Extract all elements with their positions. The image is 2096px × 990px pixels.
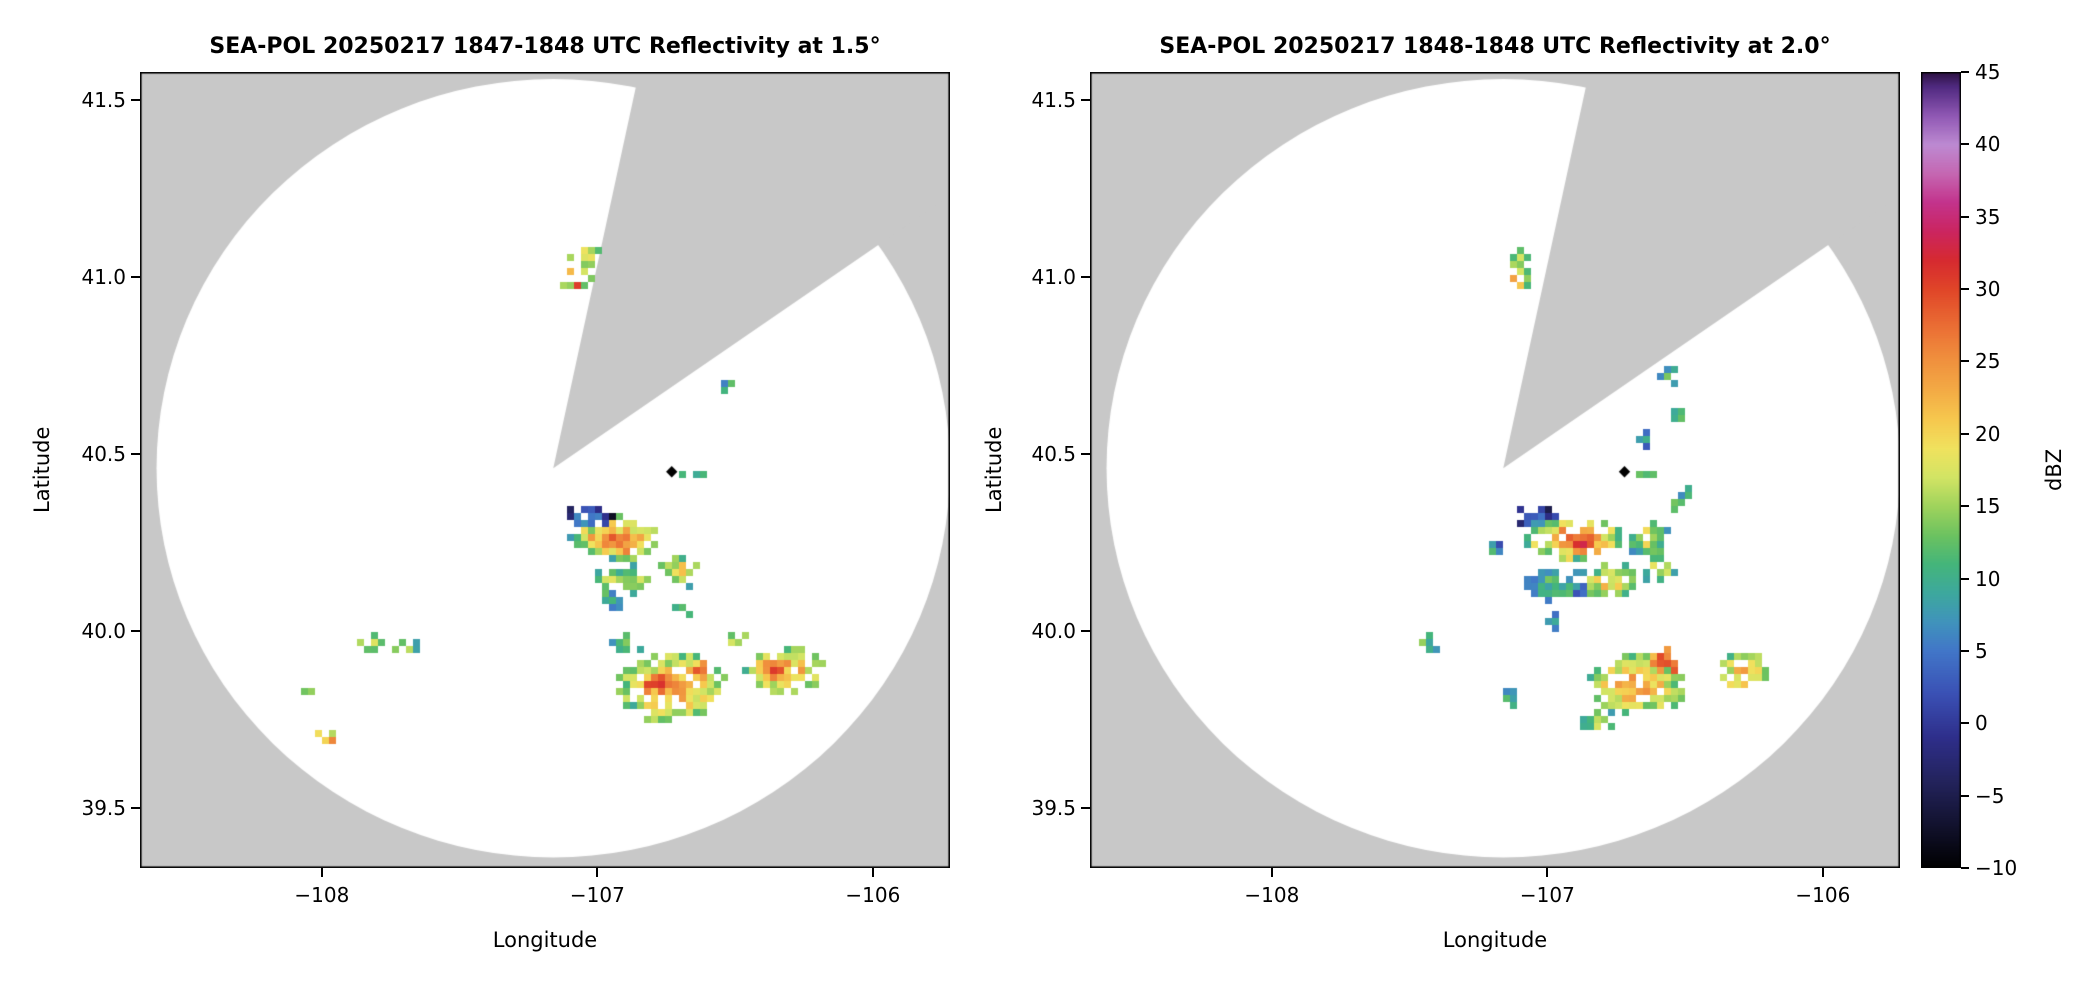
colorbar-tick-label: 0 — [1975, 711, 1988, 736]
x-axis-label-right: Longitude — [1442, 928, 1548, 952]
x-axis-label-left: Longitude — [492, 928, 598, 952]
y-tick-label: 41.5 — [1031, 88, 1076, 113]
x-tick-label: −106 — [845, 883, 901, 907]
y-axis-label-right: Latitude — [982, 426, 1006, 514]
colorbar-tick-mark — [1961, 794, 1969, 797]
y-tick-mark — [131, 629, 140, 632]
x-tick-label: −106 — [1795, 883, 1851, 907]
y-tick-label: 40.0 — [1031, 618, 1076, 643]
colorbar-tick-mark — [1961, 867, 1969, 869]
colorbar-tick-label: 40 — [1975, 132, 2001, 157]
y-tick-mark — [1081, 276, 1090, 279]
radar-ppi-canvas-right — [1090, 72, 1900, 868]
colorbar-tick-mark — [1961, 288, 1969, 291]
radar-ppi-canvas-left — [140, 72, 950, 868]
y-tick-mark — [1081, 99, 1090, 102]
x-tick-mark — [320, 868, 323, 877]
colorbar-tick-label: 45 — [1975, 60, 2001, 84]
colorbar-gradient — [1921, 72, 1961, 868]
colorbar-tick-mark — [1961, 577, 1969, 580]
y-tick-label: 40.5 — [1031, 442, 1076, 467]
colorbar-tick-label: 25 — [1975, 349, 2001, 374]
colorbar-tick-mark — [1961, 215, 1969, 218]
panel-title-right: SEA-POL 20250217 1848-1848 UTC Reflectiv… — [1159, 34, 1831, 59]
colorbar-tick-label: −5 — [1975, 783, 2005, 808]
colorbar-tick-label: 20 — [1975, 421, 2001, 446]
y-tick-mark — [131, 99, 140, 102]
y-tick-label: 41.0 — [1031, 265, 1076, 290]
x-tick-label: −107 — [569, 883, 625, 907]
y-tick-label: 41.0 — [81, 265, 126, 290]
panel-title-left: SEA-POL 20250217 1847-1848 UTC Reflectiv… — [209, 34, 881, 59]
y-axis-label-left: Latitude — [30, 426, 54, 514]
colorbar-tick-mark — [1961, 432, 1969, 435]
x-tick-label: −108 — [1244, 883, 1300, 907]
y-tick-mark — [131, 453, 140, 456]
colorbar-tick-label: 5 — [1975, 638, 1988, 663]
colorbar-tick-mark — [1961, 722, 1969, 725]
y-tick-label: 41.5 — [81, 88, 126, 113]
colorbar-tick-label: 30 — [1975, 277, 2001, 302]
y-tick-label: 39.5 — [1031, 795, 1076, 820]
x-tick-label: −107 — [1519, 883, 1575, 907]
y-tick-label: 39.5 — [81, 795, 126, 820]
colorbar-tick-label: 35 — [1975, 204, 2001, 229]
y-tick-label: 40.5 — [81, 442, 126, 467]
colorbar-tick-mark — [1961, 649, 1969, 652]
y-tick-mark — [131, 806, 140, 809]
x-tick-mark — [1270, 868, 1273, 877]
colorbar-tick-label: 15 — [1975, 494, 2001, 519]
x-tick-label: −108 — [294, 883, 350, 907]
colorbar-tick-mark — [1961, 71, 1969, 73]
y-tick-mark — [1081, 629, 1090, 632]
x-tick-mark — [1546, 868, 1549, 877]
colorbar-tick-label: −10 — [1975, 856, 2018, 880]
y-tick-mark — [1081, 453, 1090, 456]
y-tick-label: 40.0 — [81, 618, 126, 643]
y-tick-mark — [1081, 806, 1090, 809]
colorbar-label: dBZ — [2042, 448, 2066, 492]
x-tick-mark — [596, 868, 599, 877]
y-tick-mark — [131, 276, 140, 279]
colorbar-tick-mark — [1961, 143, 1969, 146]
colorbar-tick-mark — [1961, 505, 1969, 508]
colorbar-tick-mark — [1961, 360, 1969, 363]
x-tick-mark — [871, 868, 874, 877]
colorbar-tick-label: 10 — [1975, 566, 2001, 591]
x-tick-mark — [1821, 868, 1824, 877]
